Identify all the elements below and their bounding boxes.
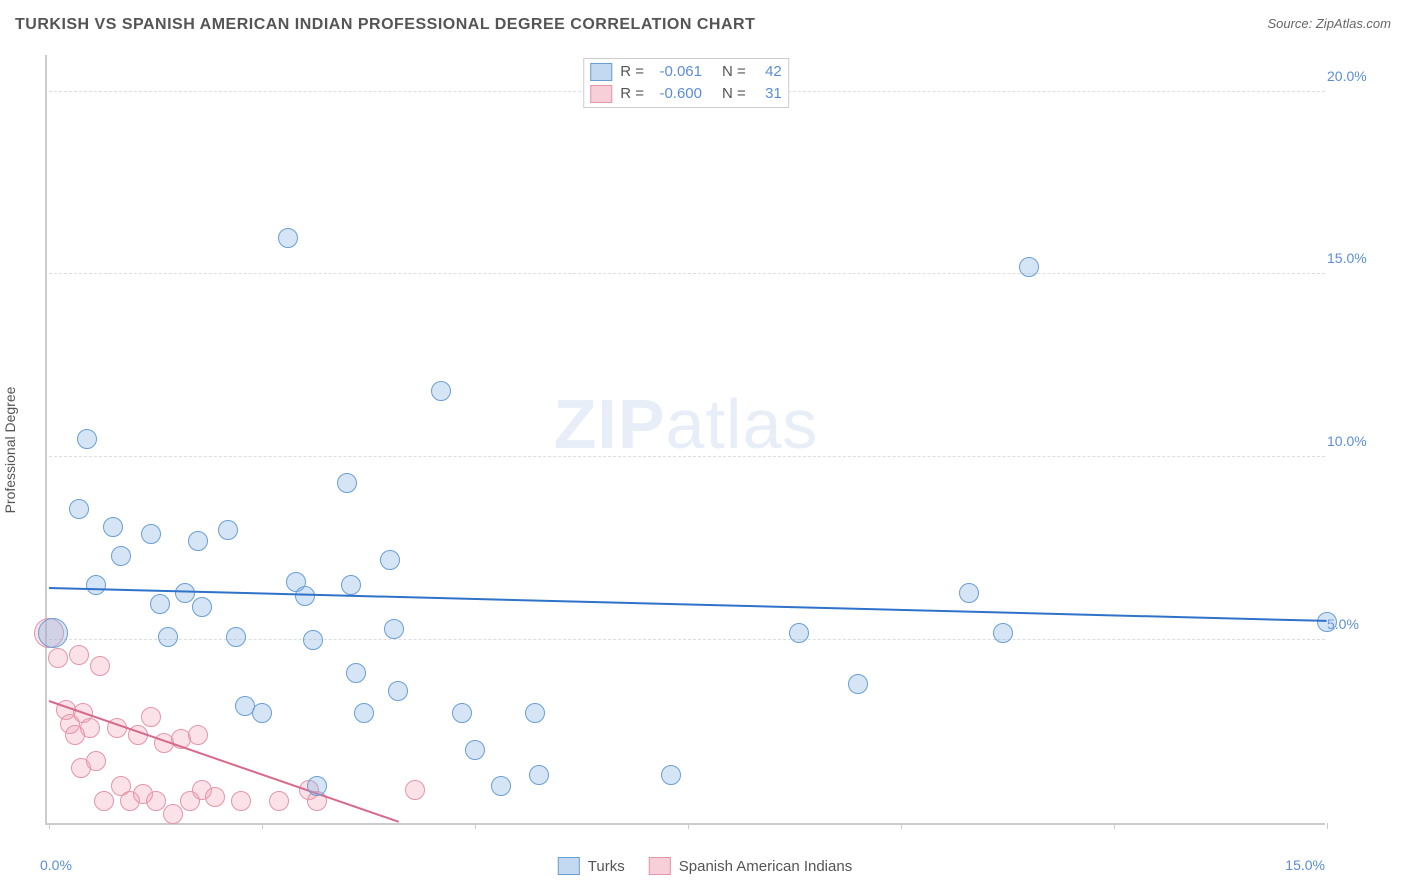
data-point [192, 597, 212, 617]
data-point [278, 228, 298, 248]
data-point [252, 703, 272, 723]
data-point [380, 550, 400, 570]
source-label: Source: ZipAtlas.com [1267, 16, 1391, 31]
watermark-atlas: atlas [666, 385, 819, 463]
data-point [218, 520, 238, 540]
data-point [848, 674, 868, 694]
data-point [141, 707, 161, 727]
data-point [90, 656, 110, 676]
regression-line [49, 587, 1327, 622]
data-point [269, 791, 289, 811]
data-point [48, 648, 68, 668]
data-point [77, 429, 97, 449]
x-tick-label-right: 15.0% [1285, 857, 1325, 873]
data-point [231, 791, 251, 811]
data-point [993, 623, 1013, 643]
x-tick [1327, 823, 1328, 829]
swatch-icon [590, 63, 612, 81]
data-point [80, 718, 100, 738]
swatch-icon [590, 85, 612, 103]
source-prefix: Source: [1267, 16, 1315, 31]
legend-item-spanish: Spanish American Indians [649, 857, 852, 875]
n-label: N = [722, 83, 746, 105]
data-point [1019, 257, 1039, 277]
data-point [661, 765, 681, 785]
source-name: ZipAtlas.com [1316, 16, 1391, 31]
data-point [346, 663, 366, 683]
data-point [141, 524, 161, 544]
chart-title: TURKISH VS SPANISH AMERICAN INDIAN PROFE… [15, 16, 755, 33]
y-axis-label: Professional Degree [2, 387, 18, 514]
data-point [354, 703, 374, 723]
r-label: R = [620, 61, 644, 83]
plot-area: ZIPatlas R = -0.061 N = 42 R = -0.600 N … [45, 55, 1325, 825]
data-point [405, 780, 425, 800]
y-tick-label: 15.0% [1327, 250, 1375, 266]
data-point [789, 623, 809, 643]
data-point [158, 627, 178, 647]
data-point [307, 776, 327, 796]
data-point [529, 765, 549, 785]
data-point [1317, 612, 1337, 632]
stats-row-turks: R = -0.061 N = 42 [590, 61, 782, 83]
data-point [341, 575, 361, 595]
legend-label: Turks [588, 858, 625, 875]
data-point [103, 517, 123, 537]
data-point [94, 791, 114, 811]
data-point [69, 645, 89, 665]
y-tick-label: 20.0% [1327, 68, 1375, 84]
r-value: -0.600 [650, 83, 702, 105]
data-point [303, 630, 323, 650]
x-tick [901, 823, 902, 829]
x-tick [475, 823, 476, 829]
stats-legend: R = -0.061 N = 42 R = -0.600 N = 31 [583, 58, 789, 108]
r-value: -0.061 [650, 61, 702, 83]
data-point [388, 681, 408, 701]
watermark: ZIPatlas [554, 384, 819, 464]
x-tick [262, 823, 263, 829]
data-point [163, 804, 183, 824]
data-point [205, 787, 225, 807]
gridline [49, 456, 1325, 457]
n-value: 42 [752, 61, 782, 83]
data-point [146, 791, 166, 811]
x-tick [688, 823, 689, 829]
data-point [226, 627, 246, 647]
data-point [86, 575, 106, 595]
legend-item-turks: Turks [558, 857, 625, 875]
y-tick-label: 10.0% [1327, 433, 1375, 449]
data-point [384, 619, 404, 639]
n-label: N = [722, 61, 746, 83]
data-point [431, 381, 451, 401]
data-point [111, 546, 131, 566]
data-point [525, 703, 545, 723]
series-legend: Turks Spanish American Indians [558, 857, 852, 875]
x-tick [1114, 823, 1115, 829]
data-point [465, 740, 485, 760]
swatch-icon [558, 857, 580, 875]
swatch-icon [649, 857, 671, 875]
watermark-zip: ZIP [554, 385, 666, 463]
data-point [295, 586, 315, 606]
data-point [452, 703, 472, 723]
data-point [959, 583, 979, 603]
x-tick-label-left: 0.0% [40, 857, 72, 873]
n-value: 31 [752, 83, 782, 105]
x-tick [49, 823, 50, 829]
data-point [337, 473, 357, 493]
gridline [49, 273, 1325, 274]
stats-row-spanish: R = -0.600 N = 31 [590, 83, 782, 105]
data-point [38, 618, 68, 648]
r-label: R = [620, 83, 644, 105]
data-point [491, 776, 511, 796]
data-point [188, 725, 208, 745]
data-point [86, 751, 106, 771]
data-point [69, 499, 89, 519]
data-point [150, 594, 170, 614]
legend-label: Spanish American Indians [679, 858, 852, 875]
data-point [188, 531, 208, 551]
